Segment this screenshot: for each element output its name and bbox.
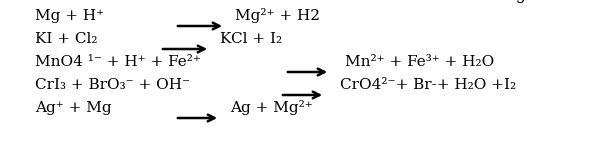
Text: MnO4 ¹⁻ + H⁺ + Fe²⁺: MnO4 ¹⁻ + H⁺ + Fe²⁺: [35, 55, 201, 69]
Text: CrI₃ + BrO₃⁻ + OH⁻: CrI₃ + BrO₃⁻ + OH⁻: [35, 78, 190, 92]
Text: Mn²⁺ + Fe³⁺ + H₂O: Mn²⁺ + Fe³⁺ + H₂O: [345, 55, 494, 69]
Text: CrO4²⁻+ Br-+ H₂O +I₂: CrO4²⁻+ Br-+ H₂O +I₂: [340, 78, 516, 92]
Text: KI + Cl₂: KI + Cl₂: [35, 32, 97, 46]
Text: Mg²⁺ + H2: Mg²⁺ + H2: [235, 8, 320, 23]
Text: Ag + Mg²⁺: Ag + Mg²⁺: [230, 100, 313, 115]
Text: Mg + H⁺: Mg + H⁺: [35, 9, 104, 23]
Text: Write the oxidation half-reaction and reduction for the following:: Write the oxidation half-reaction and re…: [2, 0, 531, 3]
Text: Ag⁺ + Mg: Ag⁺ + Mg: [35, 101, 112, 115]
Text: KCl + I₂: KCl + I₂: [220, 32, 282, 46]
